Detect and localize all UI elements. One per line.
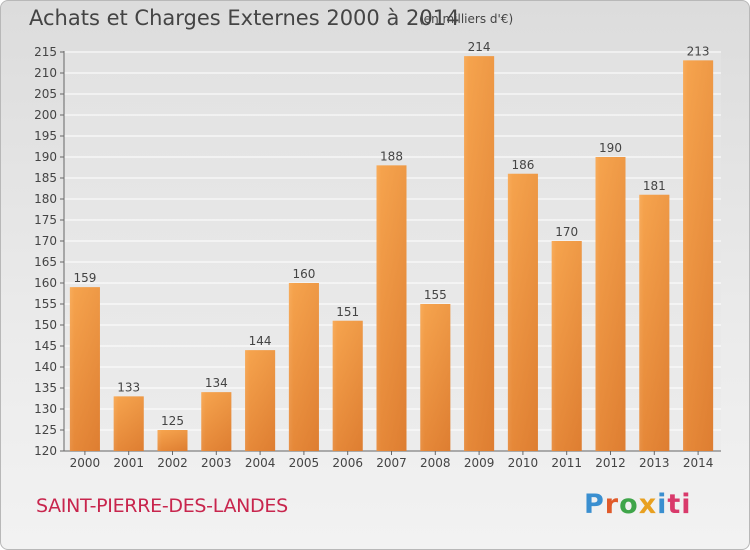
y-tick-label: 205 [34,87,57,101]
bar-shade [69,287,100,451]
bar-shade [420,304,451,451]
y-tick-label: 175 [34,213,57,227]
data-label: 190 [599,141,622,155]
chart-subtitle: (en milliers d'€) [419,12,514,26]
y-tick-label: 160 [34,276,57,290]
bar-shade [683,60,714,452]
y-tick-label: 135 [34,381,57,395]
x-tick-label: 2011 [551,456,582,470]
y-tick-label: 215 [34,45,57,59]
data-label: 144 [249,334,272,348]
x-tick-label: 2000 [70,456,101,470]
y-tick-label: 180 [34,192,57,206]
data-label: 170 [555,225,578,239]
bar-shade [157,430,188,451]
data-label: 133 [117,380,140,394]
y-tick-label: 155 [34,297,57,311]
y-tick-label: 140 [34,360,57,374]
x-tick-label: 2003 [201,456,232,470]
y-tick-label: 150 [34,318,57,332]
data-label: 214 [468,40,491,54]
x-tick-label: 2005 [289,456,320,470]
y-tick-label: 195 [34,129,57,143]
place-name: SAINT-PIERRE-DES-LANDES [36,495,288,517]
bar-shade [201,392,232,451]
x-tick-label: 2002 [157,456,188,470]
y-tick-label: 200 [34,108,57,122]
logo-letter: ti [667,489,692,520]
x-tick-label: 2009 [464,456,495,470]
x-tick-label: 2014 [683,456,714,470]
bar-shade [507,173,538,452]
data-label: 159 [73,271,96,285]
bar-shade [113,396,144,451]
x-tick-label: 2008 [420,456,451,470]
x-tick-label: 2013 [639,456,670,470]
y-tick-label: 130 [34,402,57,416]
data-label: 160 [292,267,315,281]
data-label: 151 [336,305,359,319]
y-tick-label: 185 [34,171,57,185]
x-tick-label: 2006 [332,456,363,470]
y-tick-label: 165 [34,255,57,269]
data-label: 134 [205,376,228,390]
bar-shade [464,56,495,451]
logo-letter: x [638,489,658,520]
y-tick-label: 190 [34,150,57,164]
y-tick-label: 210 [34,66,57,80]
data-label: 155 [424,288,447,302]
y-tick-label: 170 [34,234,57,248]
chart-title: Achats et Charges Externes 2000 à 2014 [29,6,460,30]
bar-shade [639,194,670,452]
logo-letter: i [657,489,668,520]
x-tick-label: 2004 [245,456,276,470]
x-tick-label: 2012 [595,456,626,470]
bar-shade [332,320,363,451]
bar-shade [376,165,407,451]
bar-shade [551,241,582,451]
y-tick-label: 145 [34,339,57,353]
data-label: 188 [380,149,403,163]
data-label: 213 [687,44,710,58]
bar-shade [288,283,319,451]
x-tick-label: 2001 [113,456,144,470]
bar-shade [245,350,276,451]
x-tick-label: 2007 [376,456,407,470]
proxiti-logo: Proxiti [584,489,692,520]
x-tick-label: 2010 [508,456,539,470]
bar-shade [595,157,626,451]
logo-letter: P [584,489,605,520]
data-label: 125 [161,414,184,428]
logo-letter: o [619,489,639,520]
y-tick-label: 120 [34,444,57,458]
data-label: 186 [511,158,534,172]
logo-letter: r [604,489,620,520]
y-tick-label: 125 [34,423,57,437]
data-label: 181 [643,179,666,193]
